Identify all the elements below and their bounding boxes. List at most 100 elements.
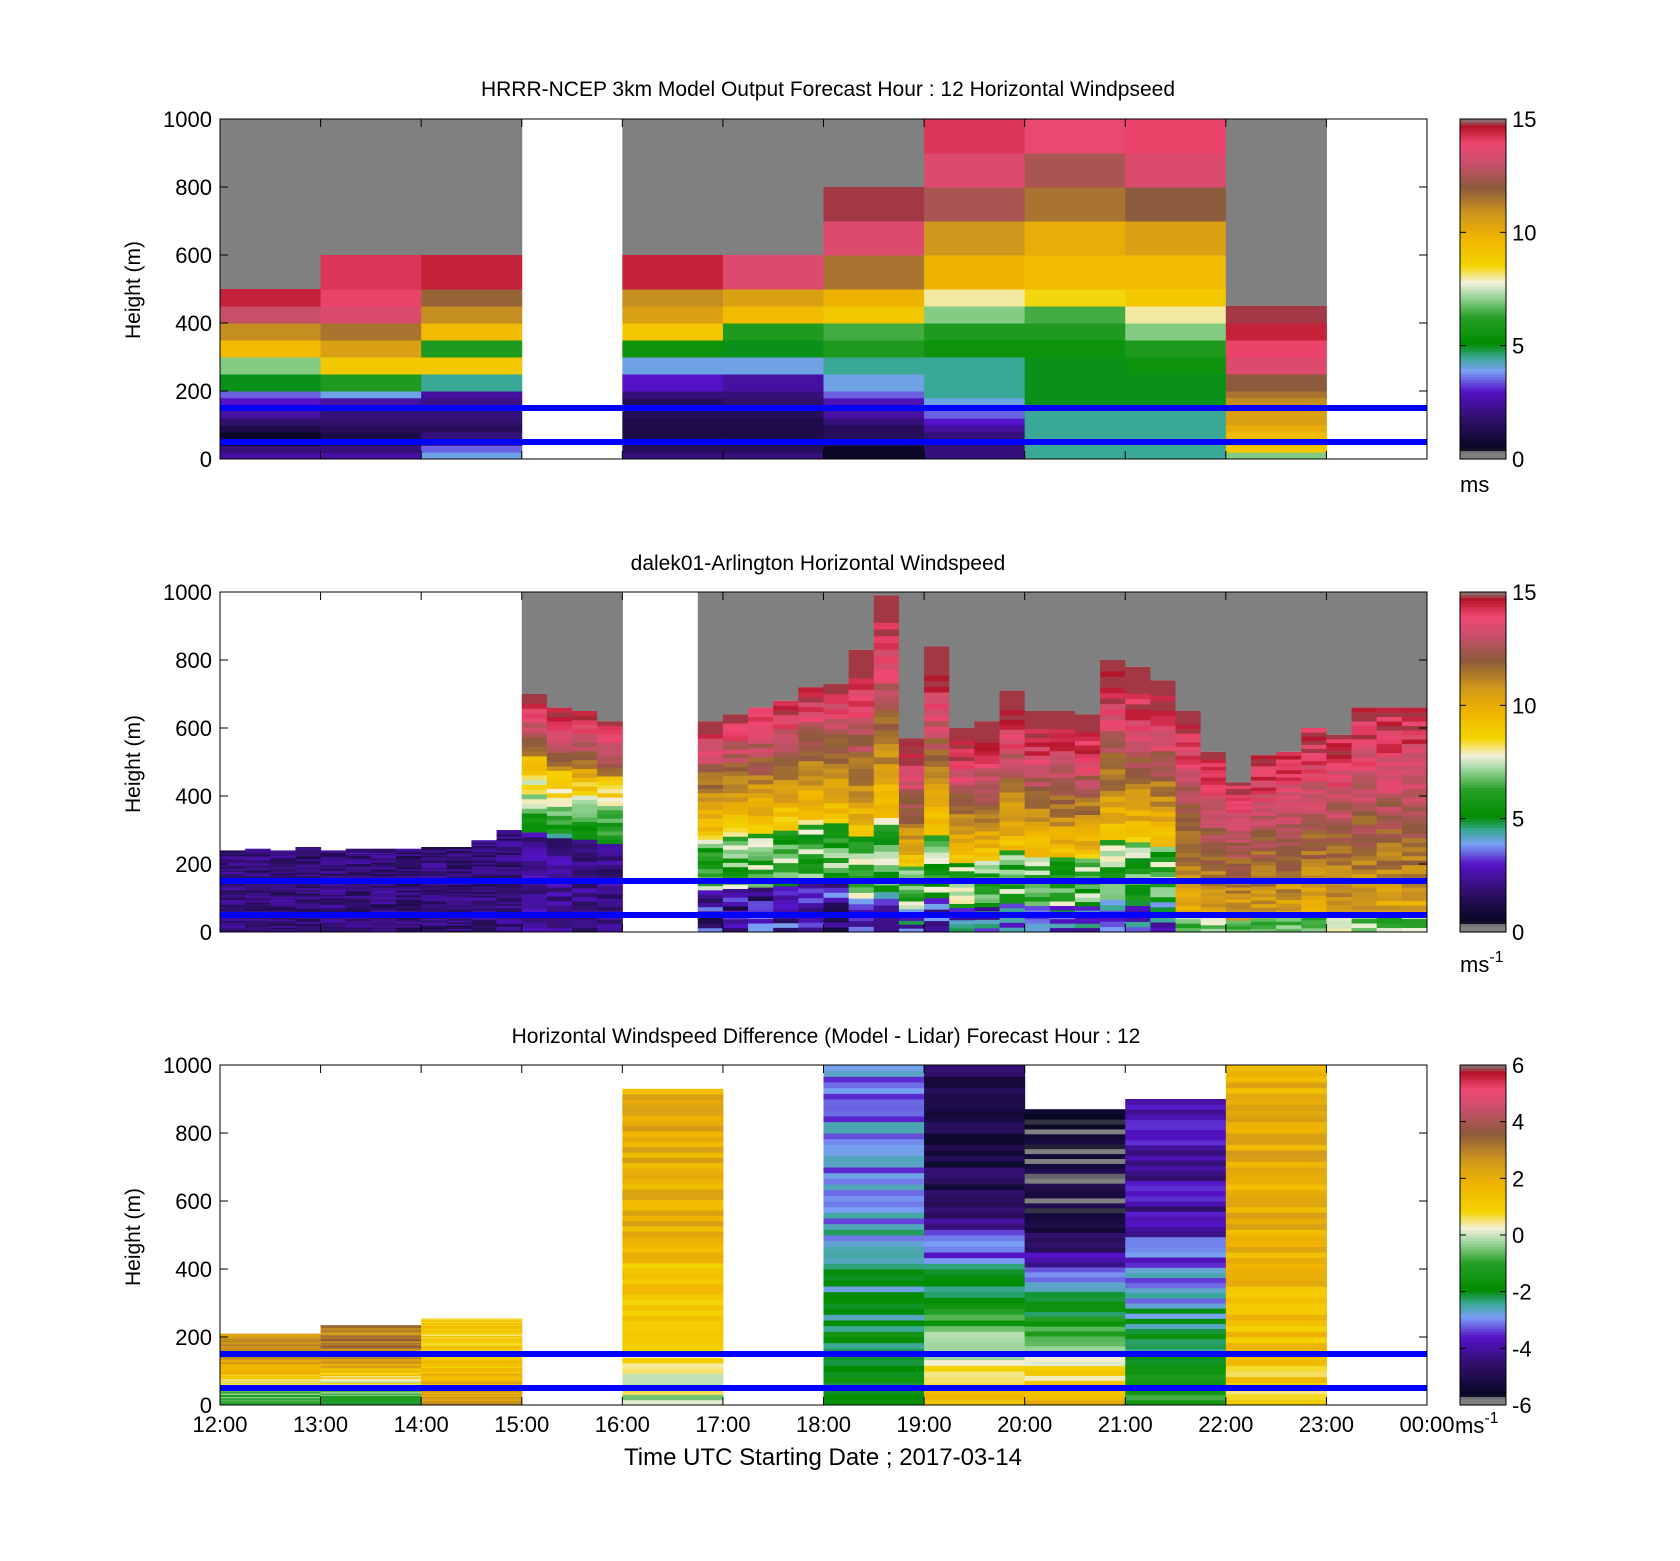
- heatmap-cell: [521, 779, 548, 785]
- heatmap-cell: [1175, 887, 1202, 893]
- heatmap-cell: [924, 1082, 1026, 1089]
- colorbar-swatch: [1460, 1164, 1506, 1168]
- heatmap-cell: [1276, 802, 1302, 807]
- heatmap-cell: [597, 919, 623, 925]
- heatmap-cell: [1250, 840, 1277, 845]
- colorbar-swatch: [1460, 226, 1506, 231]
- heatmap-cell: [1301, 801, 1327, 807]
- heatmap-cell: [924, 886, 950, 893]
- heatmap-cell: [1150, 796, 1177, 802]
- heatmap-cell: [1125, 1185, 1227, 1192]
- heatmap-cell: [999, 927, 1026, 933]
- heatmap-cell: [823, 887, 850, 893]
- heatmap-cell: [949, 789, 975, 794]
- heatmap-cell: [798, 760, 824, 767]
- heatmap-cell: [421, 904, 447, 907]
- x-axis-label: Time UTC Starting Date ; 2017-03-14: [624, 1444, 1022, 1471]
- heatmap-cell: [949, 801, 975, 807]
- heatmap-cell: [295, 874, 322, 877]
- heatmap-cell: [421, 1365, 523, 1368]
- heatmap-cell: [823, 902, 850, 908]
- heatmap-cell: [1376, 730, 1403, 736]
- heatmap-cell: [1074, 736, 1101, 742]
- heatmap-cell: [924, 1246, 1026, 1253]
- heatmap-cell: [421, 926, 447, 930]
- heatmap-cell: [722, 744, 749, 750]
- heatmap-cell: [245, 908, 271, 911]
- heatmap-cell: [1225, 896, 1252, 900]
- heatmap-cell: [345, 927, 372, 930]
- heatmap-cell: [1225, 1144, 1327, 1151]
- colorbar-swatch: [1460, 878, 1506, 882]
- heatmap-cell: [848, 785, 875, 792]
- heatmap-cell: [949, 891, 975, 896]
- heatmap-cell: [898, 928, 925, 933]
- heatmap-cell: [597, 750, 623, 756]
- heatmap-cell: [924, 1291, 1026, 1298]
- heatmap-cell: [1276, 816, 1302, 821]
- colorbar-swatch: [1460, 654, 1506, 658]
- heatmap-cell: [1100, 725, 1126, 732]
- heatmap-cell: [999, 830, 1026, 836]
- colorbar-frame: [1459, 591, 1507, 933]
- heatmap-cell: [345, 852, 372, 855]
- heatmap-cell: [1225, 794, 1252, 798]
- heatmap-cell: [1175, 839, 1202, 845]
- heatmap-cell: [220, 922, 246, 925]
- heatmap-cell: [295, 852, 322, 855]
- heatmap-cell: [1225, 1376, 1327, 1383]
- heatmap-cell: [773, 797, 799, 804]
- heatmap-cell: [898, 893, 925, 898]
- heatmap-cell: [924, 431, 1026, 440]
- heatmap-cell: [1326, 916, 1353, 921]
- heatmap-cell: [1401, 900, 1428, 906]
- heatmap-cell: [446, 858, 472, 862]
- heatmap-cell: [421, 892, 447, 896]
- heatmap-cell: [1150, 740, 1177, 747]
- colorbar-swatch: [1460, 456, 1506, 460]
- heatmap-cell: [798, 902, 824, 909]
- colorbar-swatch: [1460, 1186, 1506, 1191]
- heatmap-cell: [421, 1373, 523, 1376]
- heatmap-cell: [220, 899, 246, 902]
- heatmap-cell: [1301, 899, 1327, 904]
- heatmap-cell: [1250, 843, 1277, 848]
- heatmap-cell: [1225, 866, 1252, 870]
- heatmap-cell: [1250, 921, 1277, 926]
- heatmap-cell: [1276, 805, 1302, 810]
- heatmap-cell: [471, 884, 498, 887]
- heatmap-cell: [1150, 801, 1177, 807]
- colorbar-swatch: [1460, 1356, 1506, 1361]
- heatmap-cell: [521, 822, 548, 828]
- heatmap-cell: [1150, 781, 1177, 787]
- heatmap-cell: [1024, 834, 1051, 840]
- heatmap-cell: [1326, 829, 1353, 834]
- heatmap-cell: [722, 918, 749, 924]
- heatmap-cell: [1200, 816, 1227, 821]
- heatmap-cell: [1024, 1168, 1126, 1174]
- heatmap-cell: [572, 830, 598, 836]
- heatmap-cell: [1100, 703, 1126, 710]
- heatmap-cell: [1024, 1109, 1126, 1115]
- heatmap-cell: [748, 761, 774, 767]
- missing-cell: [924, 592, 950, 647]
- heatmap-cell: [220, 1368, 322, 1370]
- colorbar-swatch: [1460, 408, 1506, 412]
- heatmap-cell: [572, 865, 598, 871]
- heatmap-cell: [873, 831, 900, 839]
- heatmap-cell: [521, 884, 548, 890]
- heatmap-cell: [446, 850, 472, 853]
- heatmap-cell: [1301, 752, 1327, 758]
- heatmap-cell: [773, 922, 799, 928]
- heatmap-cell: [1074, 792, 1101, 798]
- heatmap-cell: [345, 922, 372, 925]
- heatmap-cell: [421, 908, 447, 911]
- panel-title: Horizontal Windspeed Difference (Model -…: [512, 1025, 1141, 1048]
- heatmap-cell: [722, 452, 824, 460]
- heatmap-cell: [446, 908, 472, 911]
- heatmap-cell: [999, 758, 1026, 764]
- colorbar-swatch: [1460, 889, 1506, 893]
- heatmap-cell: [1100, 779, 1126, 786]
- heatmap-cell: [999, 801, 1026, 807]
- heatmap-cell: [1225, 788, 1252, 792]
